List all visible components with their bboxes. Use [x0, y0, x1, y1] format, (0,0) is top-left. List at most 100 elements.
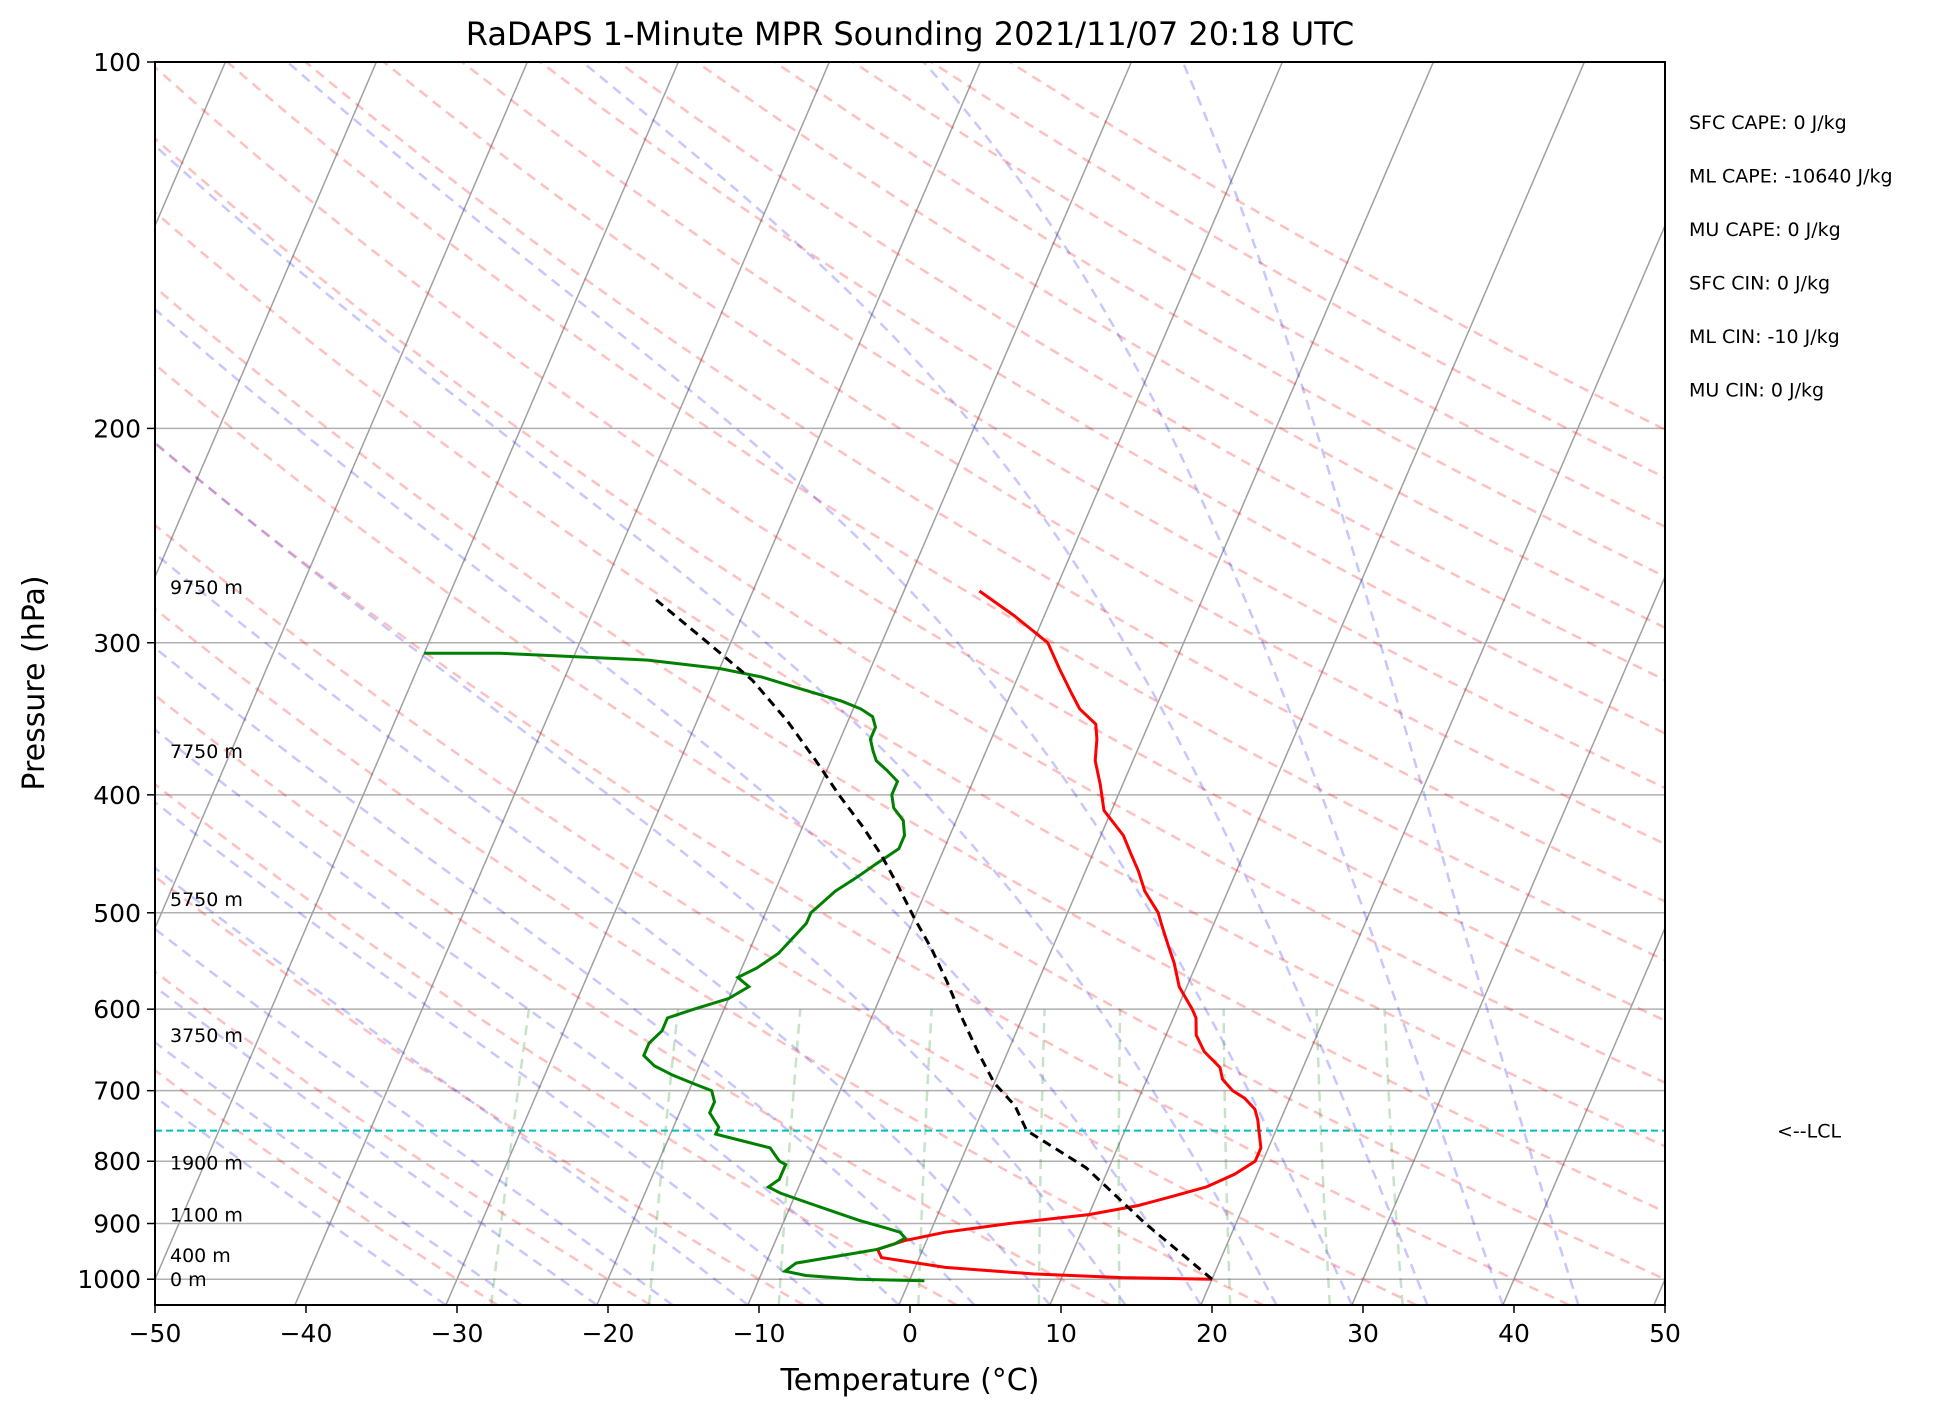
x-tick-label: 30 [1347, 1319, 1379, 1348]
dry-adiabat [617, 62, 1665, 682]
dry-adiabat [155, 285, 1665, 1214]
plot-frame [154, 61, 1666, 1306]
x-tick-label: −20 [582, 1319, 635, 1348]
y-tick-label: 900 [93, 1210, 141, 1239]
cape-cin-annotations: SFC CAPE: 0 J/kg ML CAPE: -10640 J/kg MU C… [1689, 112, 1893, 402]
x-tick-label: −30 [431, 1319, 484, 1348]
mixing-ratio-line [917, 1009, 933, 1305]
moist-adiabat [155, 1095, 447, 1305]
height-label: 9750 m [170, 577, 243, 599]
moist-adiabat [155, 728, 900, 1305]
series-line-1 [424, 651, 925, 1283]
isotherm-line [898, 62, 1435, 1305]
height-label: 0 m [170, 1269, 207, 1291]
isotherm-line [1049, 62, 1586, 1305]
y-tick-label: 600 [93, 995, 141, 1024]
height-label: 1100 m [170, 1205, 243, 1227]
y-tick-label: 700 [93, 1077, 141, 1106]
isotherm-line [155, 62, 378, 579]
dry-adiabat [155, 607, 1264, 1305]
x-tick-label: 40 [1498, 1319, 1530, 1348]
y-tick-label: 300 [93, 629, 141, 658]
moist-adiabat [155, 985, 598, 1305]
height-label: 3750 m [170, 1025, 243, 1047]
series-line-2 [651, 595, 1213, 1281]
background-lines [155, 62, 1665, 1305]
dry-adiabat [774, 62, 1665, 579]
chart-title: RaDAPS 1-Minute MPR Sounding 2021/11/07 … [466, 15, 1354, 53]
x-tick-label: 20 [1196, 1319, 1228, 1348]
dry-adiabat [155, 782, 958, 1305]
y-axis-ticks: 100 200 300 400 500 600 700 800 900 1000 [77, 48, 155, 1294]
mixing-ratio-line [489, 1009, 531, 1305]
y-axis-label: Pressure (hPa) [17, 575, 52, 790]
x-axis-label: Temperature (°C) [780, 1363, 1040, 1398]
isotherm-line [445, 62, 982, 1305]
isotherm-line [1351, 574, 1665, 1305]
moist-adiabat [155, 143, 1278, 1305]
dry-adiabat [155, 136, 1665, 1085]
isotherm-line [1502, 926, 1665, 1305]
moist-adiabat [155, 800, 825, 1305]
isotherm-line [596, 62, 1133, 1305]
isotherm-line [747, 62, 1284, 1305]
y-tick-label: 400 [93, 781, 141, 810]
dry-adiabat [155, 210, 1665, 1148]
dry-adiabat [155, 65, 1665, 1022]
cape-cin-annotation: ML CAPE: -10640 J/kg [1689, 166, 1893, 188]
cape-cin-annotation: SFC CAPE: 0 J/kg [1689, 112, 1847, 134]
lcl-label: <--LCL [1777, 1121, 1841, 1143]
moist-adiabat [922, 62, 1505, 1305]
moist-adiabat [155, 927, 674, 1305]
x-tick-label: 0 [902, 1319, 918, 1348]
mixing-ratio-line [1037, 1009, 1046, 1305]
mixing-ratio-line [647, 1009, 680, 1305]
series-line-0 [875, 589, 1263, 1281]
dry-adiabat [383, 62, 1665, 846]
mixing-ratio-line [777, 1009, 802, 1305]
dry-adiabat [155, 523, 1417, 1305]
moist-adiabat [155, 646, 976, 1305]
dry-adiabat [930, 62, 1665, 480]
height-label: 400 m [170, 1245, 231, 1267]
dry-adiabat [155, 970, 652, 1305]
moist-adiabat [1181, 62, 1580, 1305]
cape-cin-annotation: MU CAPE: 0 J/kg [1689, 219, 1841, 241]
x-tick-label: −10 [733, 1319, 786, 1348]
x-axis-ticks: −50 −40 −30 −20 −10 0 10 20 30 40 50 [129, 1305, 1681, 1348]
height-label: 5750 m [170, 889, 243, 911]
y-tick-label: 1000 [77, 1265, 141, 1294]
mixing-ratio-line [1315, 1009, 1332, 1305]
data-lines [424, 589, 1263, 1283]
dry-adiabat [155, 874, 805, 1305]
dry-adiabat [155, 362, 1665, 1281]
isotherm-line [1200, 223, 1665, 1305]
mixing-ratio-line [1383, 1009, 1404, 1305]
height-label: 1900 m [170, 1153, 243, 1175]
isotherm-line [294, 62, 831, 1305]
y-tick-label: 200 [93, 414, 141, 443]
y-tick-label: 500 [93, 899, 141, 928]
dry-adiabat [461, 62, 1665, 790]
y-tick-label: 800 [93, 1147, 141, 1176]
y-tick-label: 100 [93, 48, 141, 77]
moist-adiabat [155, 307, 1202, 1305]
isotherm-line [155, 62, 529, 930]
cape-cin-annotation: MU CIN: 0 J/kg [1689, 380, 1824, 402]
x-tick-label: 10 [1045, 1319, 1077, 1348]
x-tick-label: −40 [280, 1319, 333, 1348]
dry-adiabat [304, 62, 1665, 903]
isotherm-line [1653, 1277, 1665, 1305]
x-tick-label: −50 [129, 1319, 182, 1348]
x-tick-label: 50 [1649, 1319, 1681, 1348]
height-label: 7750 m [170, 741, 243, 763]
moist-adiabat [155, 866, 749, 1305]
isotherm-line [155, 62, 680, 1282]
moist-adiabat [581, 62, 1429, 1305]
dry-adiabat [226, 62, 1665, 962]
cape-cin-annotation: SFC CIN: 0 J/kg [1689, 273, 1830, 295]
dry-adiabat [155, 441, 1570, 1305]
moist-adiabat [155, 552, 1051, 1305]
